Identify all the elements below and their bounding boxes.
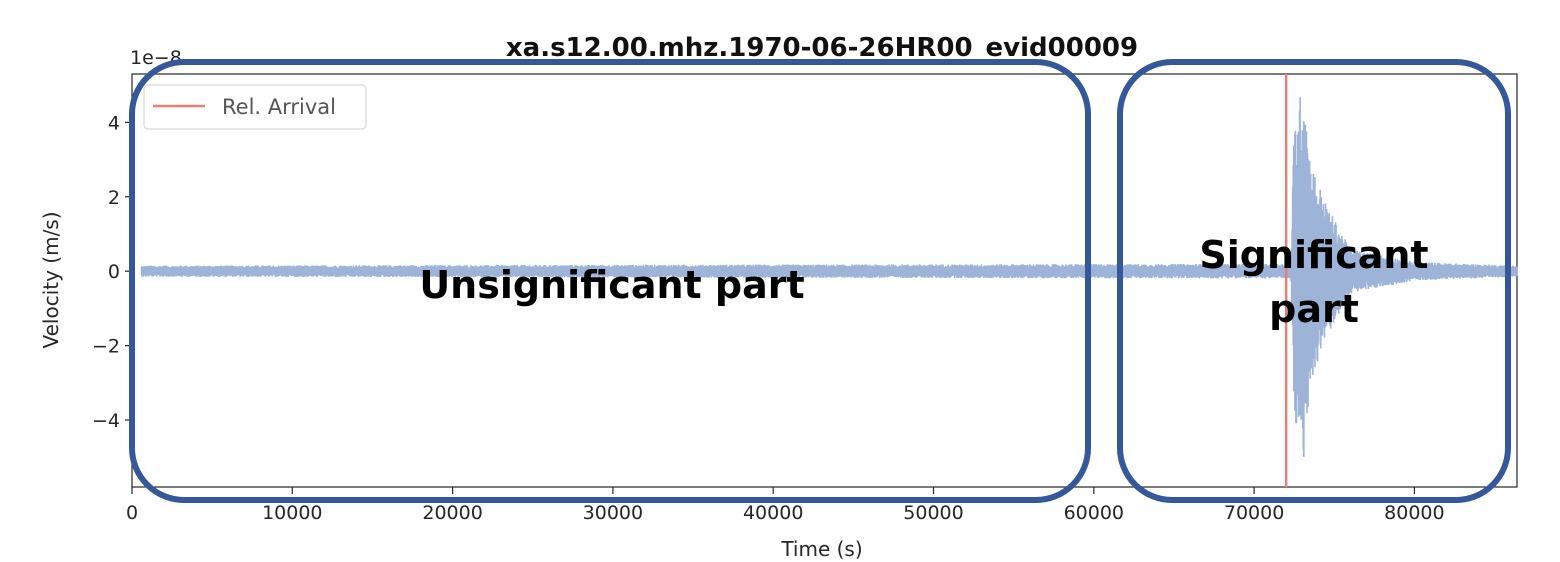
x-axis-label: Time (s) (780, 537, 862, 561)
x-tick-label: 70000 (1224, 502, 1284, 524)
y-tick-label: 4 (108, 112, 120, 134)
y-tick-label: 2 (108, 187, 120, 209)
unsignificant-region-label: Unsignificant part (419, 263, 804, 307)
significant-region-label-line1: Significant (1199, 233, 1428, 277)
x-tick-label: 60000 (1064, 502, 1124, 524)
legend: Rel. Arrival (143, 84, 367, 130)
x-axis-ticks: 0 10000 20000 30000 40000 50000 60000 70000 8000… (126, 487, 1445, 524)
x-tick-label: 0 (126, 502, 138, 524)
x-tick-label: 10000 (262, 502, 322, 524)
y-tick-label: 0 (108, 261, 120, 283)
x-tick-label: 20000 (422, 502, 482, 524)
waveform-series (140, 97, 1518, 457)
unsignificant-region-box (129, 59, 1091, 503)
y-tick-label: −4 (92, 410, 120, 432)
waveform-trace (140, 97, 1518, 457)
significant-region-label-line2: part (1269, 287, 1359, 331)
x-tick-label: 30000 (583, 502, 643, 524)
y-axis-label: Velocity (m/s) (39, 211, 63, 348)
x-tick-label: 80000 (1384, 502, 1444, 524)
x-tick-label: 50000 (903, 502, 963, 524)
legend-frame (143, 84, 367, 130)
y-axis-ticks: −4 −2 0 2 4 (92, 112, 132, 432)
x-tick-label: 40000 (743, 502, 803, 524)
y-tick-label: −2 (92, 336, 120, 358)
significant-region-box (1117, 59, 1511, 503)
legend-label-rel-arrival: Rel. Arrival (222, 95, 336, 119)
chart-title: xa.s12.00.mhz.1970-06-26HR00_evid00009 (506, 33, 1138, 63)
